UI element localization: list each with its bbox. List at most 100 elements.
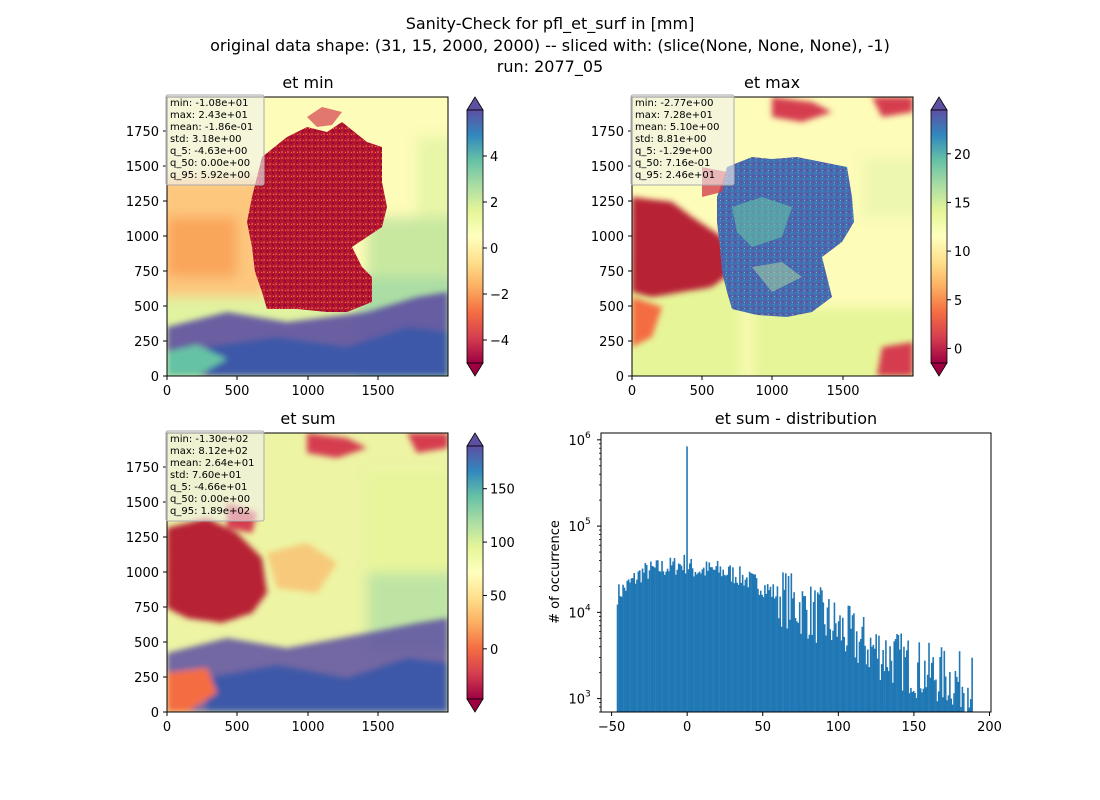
histogram-bar bbox=[766, 584, 769, 712]
histogram-bar bbox=[723, 574, 726, 712]
histogram-bar bbox=[658, 571, 661, 712]
histogram-bar bbox=[643, 572, 645, 712]
histogram-bar bbox=[711, 567, 713, 712]
histogram-bar bbox=[776, 586, 779, 712]
panel-et-sum: et sum 0 bbox=[126, 409, 515, 735]
histogram-bar bbox=[868, 667, 871, 712]
colorbar-tick-label: 10 bbox=[954, 245, 971, 260]
histogram-bar bbox=[903, 646, 905, 712]
histogram-bar bbox=[926, 674, 929, 712]
y-axis: 0 250 500 750 1000 1250 1500 1750 bbox=[126, 125, 167, 385]
histogram-bar bbox=[960, 706, 962, 712]
histogram-bar bbox=[644, 562, 647, 712]
histogram-bar bbox=[896, 634, 898, 712]
histogram-bar bbox=[950, 698, 953, 712]
histogram-bar bbox=[697, 572, 699, 712]
stat-q50: q_50: 0.00e+00 bbox=[170, 494, 250, 505]
histogram-bar bbox=[812, 602, 815, 712]
histogram-bar bbox=[956, 676, 958, 712]
histogram-bar bbox=[775, 596, 777, 712]
y-tick-label: 0 bbox=[151, 706, 159, 721]
histogram-bar bbox=[641, 568, 644, 712]
histogram-bar bbox=[632, 578, 634, 712]
histogram-bar bbox=[700, 573, 702, 712]
x-tick-label: 1000 bbox=[291, 384, 324, 399]
plot-frame bbox=[600, 432, 992, 713]
histogram-bar bbox=[773, 598, 776, 712]
histogram-bar bbox=[929, 677, 932, 712]
histogram-bar bbox=[647, 578, 649, 712]
stat-min: min: -1.08e+01 bbox=[170, 98, 249, 109]
histogram-bar bbox=[787, 576, 790, 712]
histogram-bar bbox=[900, 633, 902, 712]
histogram-bar bbox=[804, 596, 807, 712]
histogram-bar bbox=[962, 693, 965, 712]
histogram-bar bbox=[947, 695, 950, 712]
histogram-bar bbox=[736, 582, 738, 712]
histogram-bar bbox=[810, 586, 812, 712]
x-tick-label: 1000 bbox=[755, 384, 788, 399]
heatmap-image bbox=[167, 97, 448, 376]
histogram-bar bbox=[814, 590, 816, 712]
histogram-bar bbox=[928, 642, 930, 712]
histogram-bar bbox=[853, 613, 855, 712]
figure-title-line-3: run: 2077_05 bbox=[497, 57, 603, 77]
histogram-bar bbox=[746, 577, 748, 712]
x-tick-label: 200 bbox=[977, 720, 1002, 735]
histogram-bar bbox=[844, 651, 847, 712]
histogram-bar bbox=[846, 645, 848, 712]
colorbar: −4 −2 0 2 4 bbox=[466, 96, 509, 377]
histogram-bar bbox=[805, 609, 808, 712]
histogram-bar bbox=[727, 566, 730, 712]
histogram-bar bbox=[886, 667, 889, 712]
histogram-bar bbox=[901, 690, 904, 712]
histogram-bar bbox=[822, 602, 825, 712]
histogram-bar bbox=[719, 566, 722, 712]
x-tick-label: 150 bbox=[901, 720, 926, 735]
histogram-bar bbox=[825, 635, 827, 712]
stat-min: min: -1.30e+02 bbox=[170, 434, 249, 445]
histogram-bar bbox=[666, 568, 669, 712]
y-tick-label: 10 bbox=[568, 606, 585, 621]
histogram-bar bbox=[619, 596, 622, 712]
y-tick-label: 1250 bbox=[126, 195, 159, 210]
histogram-bar bbox=[883, 671, 886, 712]
stat-max: max: 8.12e+02 bbox=[170, 446, 248, 457]
panel-title: et max bbox=[744, 73, 800, 92]
histogram-bar bbox=[847, 605, 850, 712]
histogram-bar bbox=[661, 561, 663, 712]
histogram-bar bbox=[694, 571, 697, 712]
histogram-bar bbox=[958, 651, 961, 712]
histogram-bar bbox=[701, 569, 704, 712]
stat-std: std: 3.18e+00 bbox=[170, 134, 242, 145]
histogram-bar bbox=[815, 642, 818, 712]
histogram-bar bbox=[686, 446, 688, 712]
histogram-bar bbox=[682, 570, 684, 712]
y-tick-label: 1750 bbox=[591, 125, 624, 140]
histogram-bar bbox=[665, 571, 667, 712]
histogram-bar bbox=[718, 572, 720, 712]
histogram-bar bbox=[871, 646, 873, 712]
histogram-bar bbox=[741, 574, 744, 712]
histogram-bar bbox=[932, 657, 934, 712]
histogram-bar bbox=[732, 567, 734, 712]
histogram-bar bbox=[654, 567, 656, 712]
histogram-bar bbox=[618, 584, 620, 712]
histogram-bar bbox=[832, 630, 834, 712]
histogram-bar bbox=[652, 566, 655, 712]
histogram-bar bbox=[857, 662, 859, 712]
histogram-bar bbox=[783, 589, 786, 712]
histogram-bar bbox=[740, 582, 743, 712]
histogram-bar bbox=[625, 590, 627, 712]
histogram-bar bbox=[691, 568, 694, 712]
histogram-bar bbox=[864, 645, 866, 712]
histogram-bar bbox=[761, 594, 763, 712]
x-tick-label: 1000 bbox=[291, 720, 324, 735]
histogram-bar bbox=[861, 626, 864, 712]
histogram-bar bbox=[638, 570, 641, 712]
colorbar: 0 50 100 150 bbox=[466, 432, 515, 713]
histogram-bar bbox=[942, 697, 944, 712]
germany-region bbox=[717, 157, 854, 317]
histogram-bar bbox=[714, 569, 716, 712]
